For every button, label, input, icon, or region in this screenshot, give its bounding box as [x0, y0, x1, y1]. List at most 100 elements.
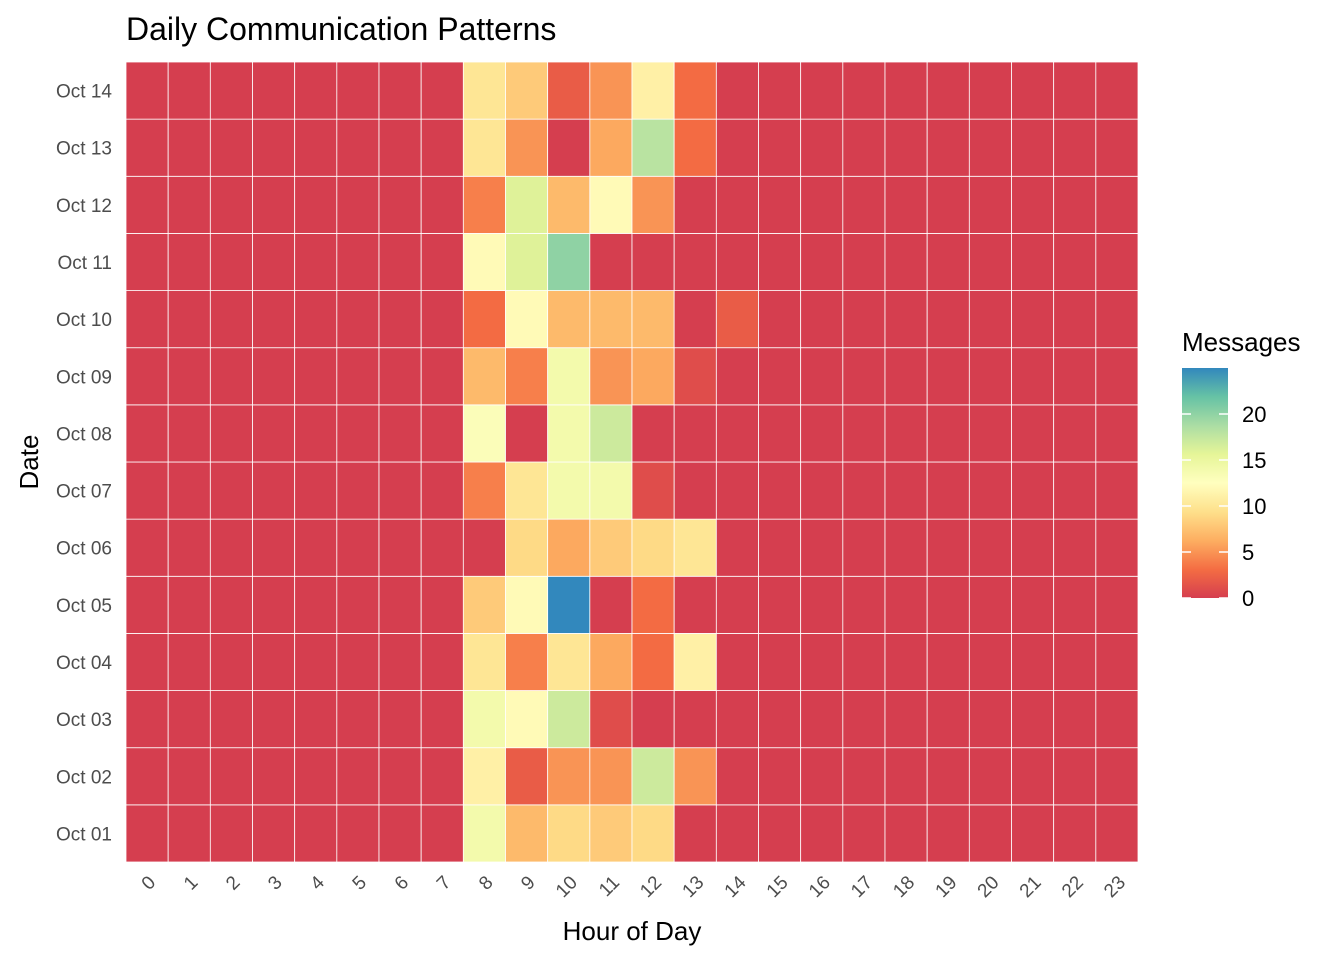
- heatmap-cell: [167, 290, 211, 349]
- heatmap-cell: [800, 518, 844, 577]
- heatmap-cell: [842, 118, 886, 177]
- heatmap-cell: [378, 347, 422, 406]
- heatmap-cell: [926, 233, 970, 291]
- x-tick-label: 14: [721, 872, 751, 902]
- heatmap-cell: [758, 461, 802, 520]
- heatmap-cell: [800, 404, 844, 463]
- heatmap-cell: [547, 804, 591, 863]
- heatmap-cell: [336, 290, 380, 349]
- heatmap-cell: [673, 461, 717, 520]
- heatmap-cell: [968, 804, 1012, 863]
- heatmap-cell: [420, 575, 464, 634]
- heatmap-cell: [125, 804, 169, 863]
- heatmap-cell: [673, 804, 717, 863]
- heatmap-cell: [420, 518, 464, 577]
- heatmap-cell: [800, 118, 844, 177]
- heatmap-cell: [673, 290, 717, 349]
- heatmap-cell: [842, 518, 886, 577]
- heatmap-cell: [547, 747, 591, 806]
- heatmap-cell: [589, 804, 633, 863]
- heatmap-cell: [758, 575, 802, 634]
- heatmap-cell: [336, 633, 380, 691]
- heatmap-cell: [505, 347, 549, 406]
- heatmap-cell: [1095, 575, 1139, 634]
- y-tick-label: Oct 07: [56, 482, 112, 503]
- heatmap-cell: [462, 175, 506, 234]
- heatmap-cell: [462, 575, 506, 634]
- heatmap-cell: [167, 347, 211, 406]
- heatmap-cell: [252, 290, 296, 349]
- heatmap-cell: [252, 690, 296, 749]
- heatmap-cell: [842, 575, 886, 634]
- heatmap-cell: [800, 690, 844, 749]
- heatmap-cell: [968, 347, 1012, 406]
- heatmap-cell: [842, 404, 886, 463]
- heatmap-cell: [589, 233, 633, 291]
- heatmap-cell: [673, 347, 717, 406]
- heatmap-cell: [715, 175, 759, 234]
- heatmap-cell: [378, 461, 422, 520]
- heatmap-cell: [673, 633, 717, 691]
- heatmap-cell: [631, 518, 675, 577]
- x-tick-label: 1: [180, 872, 202, 894]
- x-tick-label: 15: [763, 872, 793, 902]
- heatmap-cell: [209, 290, 253, 349]
- x-tick-label: 12: [636, 872, 666, 902]
- heatmap-cell: [252, 518, 296, 577]
- heatmap-cell: [336, 461, 380, 520]
- heatmap-cell: [209, 633, 253, 691]
- heatmap-cell: [800, 175, 844, 234]
- heatmap-cell: [1011, 61, 1055, 120]
- heatmap-cell: [842, 461, 886, 520]
- heatmap-cell: [252, 233, 296, 291]
- heatmap-cell: [294, 175, 338, 234]
- heatmap-cell: [968, 290, 1012, 349]
- heatmap-cell: [125, 61, 169, 120]
- heatmap-cell: [378, 175, 422, 234]
- heatmap-cell: [420, 404, 464, 463]
- heatmap-cell: [715, 633, 759, 691]
- heatmap-cell: [968, 404, 1012, 463]
- heatmap-cell: [884, 633, 928, 691]
- heatmap-cell: [673, 690, 717, 749]
- chart-title: Daily Communication Patterns: [126, 11, 556, 47]
- heatmap-cell: [1053, 175, 1097, 234]
- heatmap-cell: [884, 118, 928, 177]
- legend-tick-label: 0: [1242, 586, 1254, 611]
- heatmap-cell: [758, 118, 802, 177]
- heatmap-cell: [547, 290, 591, 349]
- x-tick-label: 3: [264, 872, 286, 894]
- y-tick-label: Oct 08: [56, 424, 112, 445]
- heatmap-cell: [209, 747, 253, 806]
- heatmap-cell: [209, 404, 253, 463]
- heatmap-cell: [125, 633, 169, 691]
- heatmap-cell: [758, 747, 802, 806]
- heatmap-cell: [842, 690, 886, 749]
- heatmap-cell: [252, 633, 296, 691]
- heatmap-cell: [1053, 404, 1097, 463]
- legend-color-bar: [1182, 368, 1228, 598]
- legend-tick-label: 10: [1242, 494, 1266, 519]
- heatmap-cell: [968, 233, 1012, 291]
- heatmap-cell: [631, 61, 675, 120]
- heatmap-cell: [1011, 404, 1055, 463]
- heatmap-cell: [589, 347, 633, 406]
- legend: Messages 0 5 10 15 20: [1182, 327, 1301, 611]
- heatmap-cell: [547, 633, 591, 691]
- heatmap-cell: [1053, 804, 1097, 863]
- heatmap-cell: [505, 175, 549, 234]
- heatmap-cell: [378, 404, 422, 463]
- heatmap-cell: [800, 61, 844, 120]
- heatmap-cell: [800, 575, 844, 634]
- heatmap-cell: [631, 633, 675, 691]
- heatmap-cell: [462, 747, 506, 806]
- heatmap-cell: [505, 690, 549, 749]
- heatmap-cell: [589, 518, 633, 577]
- heatmap-cell: [1053, 747, 1097, 806]
- heatmap-cell: [252, 747, 296, 806]
- heatmap-cell: [125, 690, 169, 749]
- heatmap-cell: [1011, 575, 1055, 634]
- heatmap-cell: [1053, 518, 1097, 577]
- heatmap-cell: [758, 404, 802, 463]
- heatmap-cell: [1095, 804, 1139, 863]
